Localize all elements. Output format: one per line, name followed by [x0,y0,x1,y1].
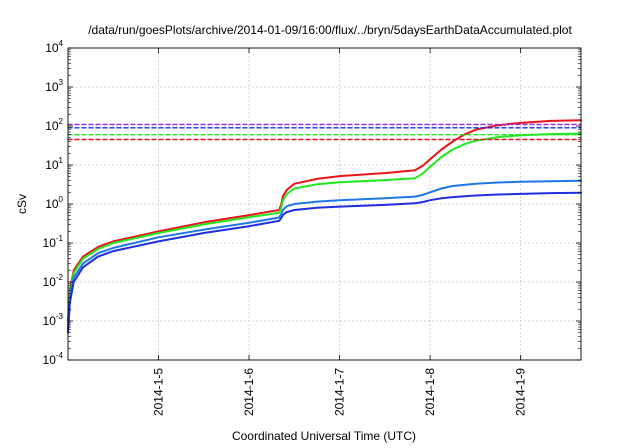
y-tick-label: 101 [45,156,63,172]
axes: 10-4 10-3 10-2 10-1 100 101 102 103 104 2014-1-5 2… [43,39,582,416]
y-tick-label: 10-1 [43,234,64,250]
y-tick-label: 102 [45,117,63,133]
x-tick-label: 2014-1-8 [423,368,437,416]
series-line [67,132,582,326]
grid [68,48,581,360]
y-tick-label: 10-2 [43,273,64,289]
x-tick-label: 2014-1-7 [333,368,347,416]
y-tick-label: 10-4 [43,351,64,367]
y-tick-label: 100 [45,195,63,211]
series-line [67,119,582,322]
x-axis-label: Coordinated Universal Time (UTC) [232,429,416,443]
plot-frame [67,47,582,361]
y-tick-label: 104 [45,39,63,55]
y-tick-label: 103 [45,78,63,94]
y-axis-label: cSv [15,194,29,214]
x-tick-label: 2014-1-9 [514,368,528,416]
x-tick-label: 2014-1-6 [242,368,256,416]
series-lines [67,119,582,334]
series-line [67,191,582,334]
y-tick-label: 10-3 [43,312,64,328]
series-line [67,179,582,331]
chart-title: /data/run/goesPlots/archive/2014-01-09/1… [88,23,572,37]
x-tick-label: 2014-1-5 [152,368,166,416]
